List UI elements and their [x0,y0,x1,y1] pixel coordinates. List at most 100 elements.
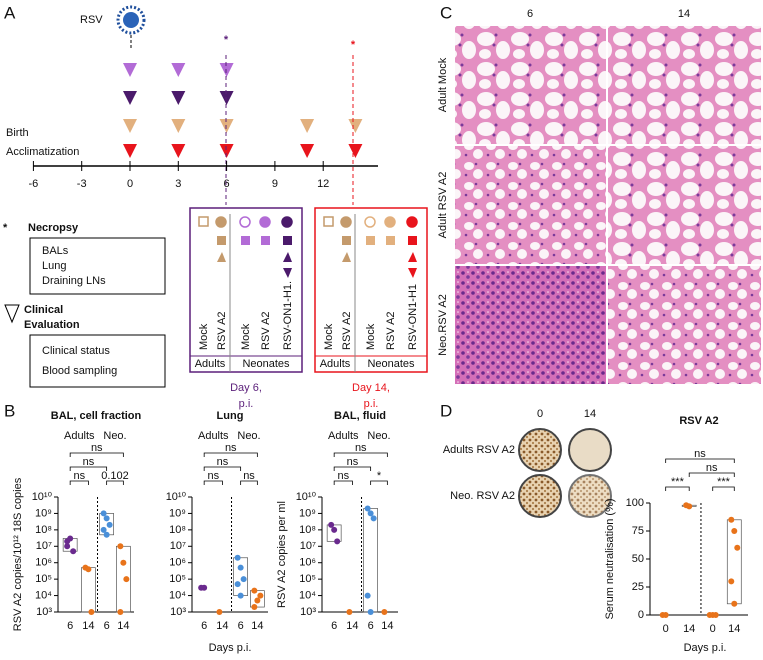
group-icon [283,252,292,262]
x-tick-label: 6 [238,620,244,632]
y-tick-label: 10⁴ [299,589,316,601]
marker-triangle [171,144,186,158]
birth-label: Birth [6,127,29,139]
caption: p.i. [239,398,254,410]
bracket [203,480,223,485]
data-point [728,578,735,585]
group-icon [408,236,417,245]
column-label: RSV A2 [260,311,272,350]
clinical-title: Evaluation [24,319,80,331]
column-label: RSV-ON1-H1. [282,281,294,350]
x-tick-label: 6 [331,620,337,632]
significance: ns [225,442,237,454]
well [518,428,562,472]
tick-label: -6 [29,178,39,190]
group-icon [281,216,293,228]
group-icon [241,236,250,245]
data-point [234,581,241,588]
y-tick-label: 10⁷ [170,540,186,552]
group-icon [408,252,417,262]
data-point [100,510,107,517]
data-point [370,515,377,522]
clinical-item: Clinical status [42,345,110,357]
y-tick-label: 75 [632,525,644,537]
group-icon [406,216,418,228]
marker-triangle [171,91,186,105]
y-tick-label: 10³ [170,606,186,618]
bracket [106,480,124,485]
y-axis-title: RSV A2 copies/10¹² 18S copies [12,477,24,631]
marker-triangle [123,144,137,158]
row-label: Neo.RSV A2 [437,294,449,356]
x-tick-label: 14 [251,620,263,632]
tick-label: 6 [224,178,230,190]
group-icon [261,236,270,245]
significance: 0.102 [101,470,129,482]
virus-label: RSV [80,14,103,26]
y-tick-label: 10¹⁰ [32,491,53,503]
micrograph [455,26,606,144]
x-tick-label: 6 [104,620,110,632]
marker-triangle [123,91,137,105]
micrograph [608,26,761,144]
necropsy-star: * [351,39,356,51]
data-point [88,609,95,615]
necropsy-box [29,237,166,295]
group-label: Neo. [367,430,390,442]
group-label: Adults [64,430,95,442]
timeline-markers [123,63,363,158]
significance: ns [243,470,255,482]
well-row-label: Neo. RSV A2 [450,490,515,502]
data-point [120,559,127,566]
group-box [314,207,428,373]
y-tick-label: 10⁸ [169,524,186,536]
data-point [731,528,738,534]
group-icon [342,252,351,262]
data-point [731,600,738,607]
group-label: Adults [198,430,229,442]
y-tick-label: 10⁸ [299,524,316,536]
well-column-label: 0 [537,408,543,420]
row-label: Adult Mock [437,57,449,112]
necropsy-star: * [224,34,229,46]
x-axis-title: Days p.i. [684,642,727,654]
data-point [240,576,247,583]
panel-label: B [4,401,15,420]
clinical-item: Blood sampling [42,365,117,377]
well [568,474,612,518]
tick-label: 3 [175,178,181,190]
data-point [662,612,669,618]
well-column-label: 14 [584,408,596,420]
y-axis-title: Serum neutralisation (%) [604,498,616,619]
data-point [364,505,371,512]
tick-label: 12 [317,178,329,190]
group-icon [323,216,334,227]
data-point [103,531,110,538]
column-label: RSV A2 [341,311,353,350]
marker-triangle [348,119,363,133]
y-tick-label: 10¹⁰ [166,491,187,503]
group-icon [198,216,209,227]
plot-title: BAL, fluid [334,410,386,422]
group-label: Neonates [367,358,415,370]
bracket [333,466,372,471]
significance: ns [73,470,85,482]
y-tick-label: 10⁵ [299,573,316,585]
y-axis-title: RSV A2 copies per ml [276,501,288,608]
column-label: Mock [323,323,335,350]
column-label: RSV-ON1-H1 [407,284,419,350]
marker-triangle [219,91,234,105]
group-icon [283,236,292,245]
necropsy-title: Necropsy [28,222,79,234]
data-point [67,535,74,542]
data-point [201,584,208,591]
y-tick-label: 10⁴ [35,589,52,601]
bracket [712,486,735,491]
x-tick-label: 0 [710,623,716,635]
tick-label: -3 [77,178,87,190]
tick-label: 0 [127,178,133,190]
caption: p.i. [364,398,379,410]
micrograph [608,146,761,264]
data-point [364,592,371,599]
data-point [117,609,124,615]
